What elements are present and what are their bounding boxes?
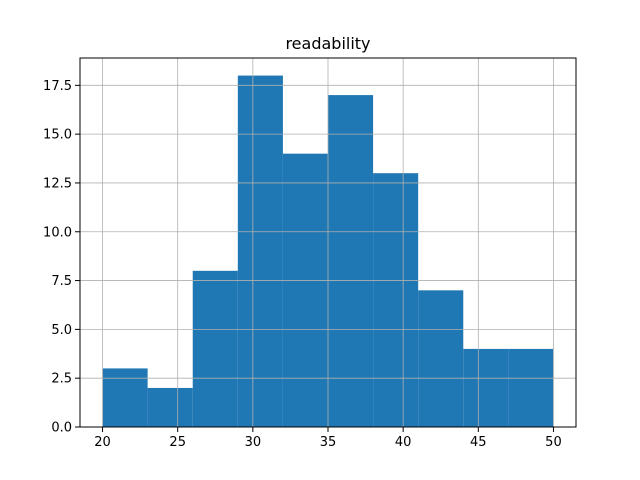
x-tick-label: 25 [169, 435, 186, 450]
x-tick-label: 30 [245, 435, 262, 450]
y-tick-label: 17.5 [43, 79, 72, 94]
x-tick-label: 35 [320, 435, 337, 450]
histogram-bar [328, 95, 374, 427]
y-tick-label: 5.0 [51, 323, 72, 338]
histogram-bar [147, 387, 193, 427]
histogram-bar [508, 348, 554, 427]
y-tick-label: 10.0 [43, 225, 72, 240]
y-tick-label: 12.5 [43, 176, 72, 191]
x-tick-label: 50 [545, 435, 562, 450]
histogram-bar [102, 368, 148, 427]
histogram-bar [373, 173, 419, 427]
histogram-bar [463, 348, 509, 427]
histogram-bar [192, 270, 238, 427]
histogram-bar [237, 75, 283, 428]
y-tick-label: 2.5 [51, 372, 72, 387]
y-tick-label: 7.5 [51, 274, 72, 289]
x-tick-label: 20 [94, 435, 111, 450]
y-tick-label: 15.0 [43, 128, 72, 143]
chart-title: readability [285, 34, 370, 53]
y-tick-label: 0.0 [51, 421, 72, 436]
x-tick-label: 40 [395, 435, 412, 450]
histogram-bar [418, 290, 464, 427]
axes-layer: 20 25 30 35 40 45 50 0.0 2.5 5.0 7.5 10.0 12.5 15.0 17… [43, 57, 577, 450]
histogram-bar [282, 153, 328, 427]
x-tick-label: 45 [470, 435, 487, 450]
